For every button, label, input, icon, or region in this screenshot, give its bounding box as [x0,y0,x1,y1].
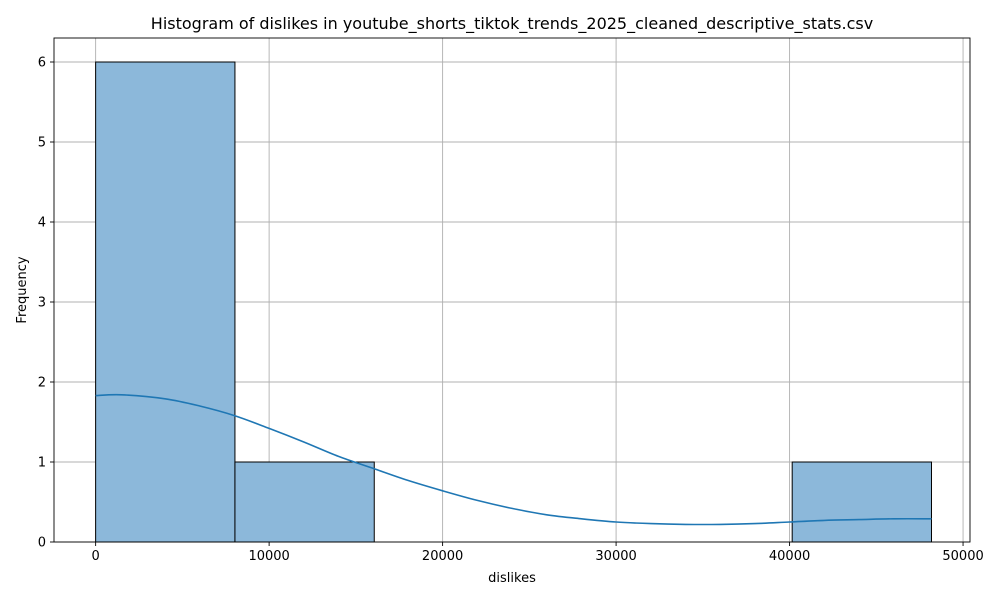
x-tick-label: 30000 [595,549,636,564]
y-axis-ticks: 0 1 2 3 4 5 6 [38,56,54,551]
plot-frame [53,37,971,543]
y-tick-label: 4 [38,216,46,231]
x-axis-label: dislikes [488,571,536,586]
x-tick-label: 50000 [942,549,983,564]
chart-title: Histogram of dislikes in youtube_shorts_… [151,14,873,34]
histogram-bars [95,61,932,543]
x-tick-label: 20000 [422,549,463,564]
x-tick-label: 40000 [769,549,810,564]
y-tick-label: 6 [38,56,46,71]
y-tick-label: 5 [38,136,46,151]
y-tick-label: 0 [38,536,46,551]
x-tick-label: 0 [91,549,99,564]
y-tick-label: 1 [38,456,46,471]
x-axis-ticks: 0 10000 20000 30000 40000 50000 [91,542,984,564]
histogram-bar [234,461,375,543]
y-axis-label: Frequency [15,256,30,323]
y-tick-label: 3 [38,296,46,311]
kde-curve [95,393,932,526]
histogram-bar [95,61,236,543]
x-tick-label: 10000 [248,549,289,564]
y-tick-label: 2 [38,376,46,391]
histogram-bar [791,461,932,543]
